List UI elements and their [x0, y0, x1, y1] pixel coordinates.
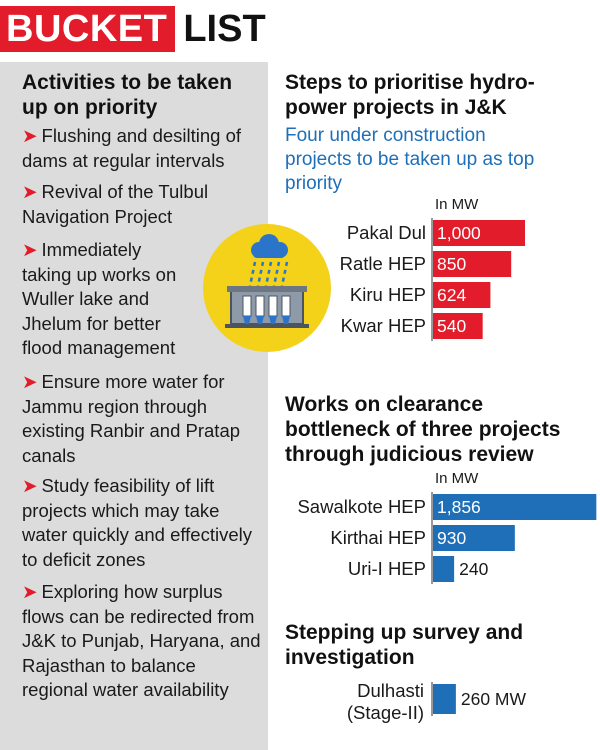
- activity-item: ➤ Revival of the Tulbul Navigation Projec…: [22, 180, 266, 229]
- activity-item: ➤ Flushing and desilting of dams at regul…: [22, 124, 266, 173]
- bar: [433, 220, 525, 246]
- bar: [433, 282, 491, 308]
- banner-title-red: BUCKET: [0, 6, 176, 52]
- section2-title: Works on clearance bottleneck of three p…: [285, 393, 561, 466]
- bar: [433, 313, 483, 339]
- chart-hydropower-priority: Pakal Dul 1,000 Ratle HEP 850 Kiru HEP 624 Kwa…: [340, 218, 525, 341]
- dulhasti-label-line2: (Stage-II): [346, 702, 424, 723]
- chart-survey-investigation: 260 MW: [431, 682, 527, 716]
- value-label: 1,856: [437, 497, 481, 517]
- section3-title: Stepping up survey and investigation: [285, 621, 524, 669]
- category-label: Ratle HEP: [340, 253, 426, 274]
- bar: [433, 525, 515, 551]
- arrow-icon: ➤: [22, 239, 38, 260]
- activity-text: Revival of the Tulbul Navigation Project: [22, 181, 209, 227]
- category-label: Pakal Dul: [347, 222, 426, 243]
- activity-text: Exploring how surplus flows can be redir…: [22, 581, 261, 700]
- arrow-icon: ➤: [22, 581, 38, 602]
- activity-item: ➤ Immediately taking up works on Wuller l…: [22, 238, 187, 361]
- category-label: Sawalkote HEP: [297, 496, 426, 517]
- activity-text: Ensure more water for Jammu region throu…: [22, 371, 241, 466]
- value-label: 850: [437, 254, 466, 274]
- section1-unit: In MW: [435, 196, 479, 213]
- dulhasti-label: Dulhasti (Stage-II): [300, 680, 424, 724]
- section2-unit: In MW: [435, 470, 479, 487]
- bar: [433, 556, 455, 582]
- banner-title-black: LIST: [183, 8, 266, 50]
- arrow-icon: ➤: [22, 371, 38, 392]
- arrow-icon: ➤: [22, 475, 38, 496]
- value-label: 1,000: [437, 223, 481, 243]
- title-banner: BUCKET LIST: [0, 6, 266, 52]
- value-label: 624: [437, 285, 466, 305]
- dam-rain-icon: [203, 224, 331, 352]
- activity-text: Study feasibility of lift projects which…: [22, 475, 252, 570]
- activity-item: ➤ Study feasibility of lift projects whic…: [22, 474, 266, 572]
- section1-subtitle: Four under construction projects to be t…: [285, 125, 535, 194]
- bar: [433, 251, 512, 277]
- dulhasti-label-line1: Dulhasti: [357, 680, 424, 701]
- value-label: 540: [437, 316, 466, 336]
- activity-item: ➤ Exploring how surplus flows can be redi…: [22, 580, 266, 703]
- category-label: Uri-I HEP: [348, 558, 426, 579]
- value-label: 240: [459, 559, 488, 579]
- category-label: Kwar HEP: [341, 315, 426, 336]
- activity-text: Flushing and desilting of dams at regula…: [22, 125, 242, 171]
- bar: [433, 494, 597, 520]
- value-label: 260 MW: [461, 689, 527, 709]
- arrow-icon: ➤: [22, 125, 38, 146]
- category-label: Kiru HEP: [350, 284, 426, 305]
- priority-activities-panel: Activities to be taken up on priority ➤ F…: [0, 62, 268, 750]
- section1-title: Steps to prioritise hydro-power projects…: [285, 71, 535, 119]
- category-label: Kirthai HEP: [330, 527, 426, 548]
- value-label: 930: [437, 528, 466, 548]
- panel-title: Activities to be taken up on priority: [22, 71, 233, 119]
- bar: [433, 684, 456, 714]
- activity-item: ➤ Ensure more water for Jammu region thro…: [22, 370, 266, 468]
- chart-clearance-bottleneck: Sawalkote HEP 1,856 Kirthai HEP 930 Uri-I HE…: [297, 492, 597, 584]
- arrow-icon: ➤: [22, 181, 38, 202]
- activity-text: Immediately taking up works on Wuller la…: [22, 239, 177, 358]
